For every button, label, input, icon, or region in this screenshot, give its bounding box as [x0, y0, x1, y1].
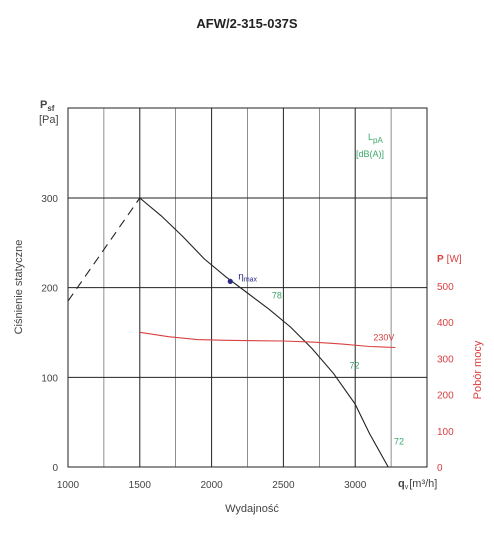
x-tick-label: 1500 — [129, 480, 152, 491]
eta-max-label: ηmax — [238, 271, 257, 283]
noise-value-label: 72 — [394, 437, 404, 447]
x-tick-label: 1000 — [57, 480, 80, 491]
x-tick-label: 2500 — [272, 480, 295, 491]
eta-max-marker — [227, 278, 233, 284]
y-tick-label: 0 — [52, 463, 58, 474]
noise-value-label: 72 — [349, 360, 359, 370]
y2-axis-unit: P [W] — [437, 254, 462, 265]
x-axis-unit: qv[m³/h] — [398, 478, 437, 491]
grid — [67, 107, 428, 468]
y2-tick-label: 300 — [437, 354, 454, 365]
x-tick-label: 3000 — [344, 480, 367, 491]
y-axis-label: Ciśnienie statyczne — [13, 240, 25, 335]
power-curve-label: 230V — [373, 333, 394, 343]
noise-label-unit: [dB(A)] — [356, 149, 384, 159]
chart-title: AFW/2-315-037S — [196, 16, 297, 31]
x-axis-label: Wydajność — [225, 503, 279, 515]
y2-tick-label: 0 — [437, 463, 443, 474]
pressure-curve — [139, 197, 389, 468]
y-tick-label: 200 — [41, 284, 58, 295]
curves: 230V — [67, 197, 396, 468]
y2-axis-label: Pobór mocy — [472, 340, 484, 399]
x-tick-label: 2000 — [200, 480, 223, 491]
power-curve — [139, 331, 396, 349]
y2-tick-label: 500 — [437, 282, 454, 293]
y2-tick-label: 400 — [437, 318, 454, 329]
y2-tick-label: 200 — [437, 391, 454, 402]
noise-value-label: 78 — [272, 290, 282, 300]
ticks: 1000 1500 2000 2500 300001002003000100200300… — [41, 194, 454, 491]
y-tick-label: 300 — [41, 194, 58, 205]
y-axis-unit-symbol: Psf — [40, 99, 55, 113]
stall-curve — [67, 197, 141, 302]
y-tick-label: 100 — [41, 373, 58, 384]
annotations: ηmax 78 72 72 — [227, 271, 404, 447]
y-axis-unit: [Pa] — [39, 114, 59, 126]
y2-tick-label: 100 — [437, 427, 454, 438]
noise-label-symbol: LpA — [368, 132, 383, 145]
